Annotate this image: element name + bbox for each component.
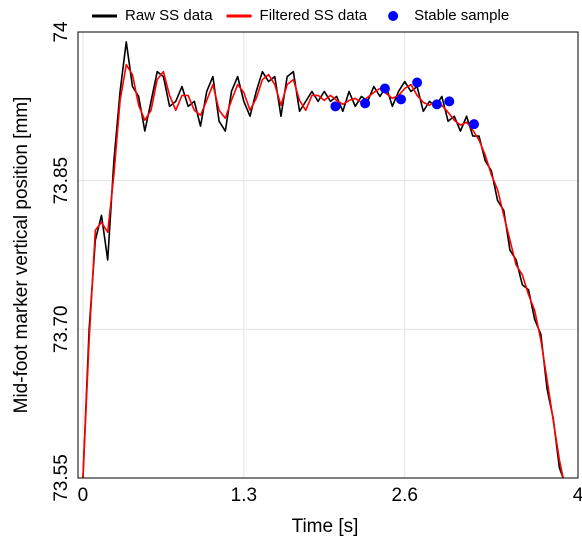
x-tick-label: 1.3 bbox=[231, 485, 257, 506]
series-line bbox=[82, 63, 564, 478]
y-axis-label: Mid-foot marker vertical position [mm] bbox=[11, 97, 32, 414]
stable-sample-point bbox=[431, 99, 442, 110]
legend-label: Filtered SS data bbox=[260, 7, 368, 24]
stable-sample-point bbox=[396, 94, 407, 105]
stable-sample-point bbox=[469, 119, 480, 130]
stable-sample-point bbox=[412, 77, 423, 88]
x-tick-label: 4 bbox=[573, 485, 582, 506]
y-tick-label: 74 bbox=[51, 21, 72, 43]
y-tick-label: 73.85 bbox=[51, 157, 72, 205]
y-tick-label: 73.55 bbox=[51, 454, 72, 502]
stable-sample-point bbox=[330, 101, 341, 112]
legend-marker bbox=[388, 11, 399, 21]
x-tick-label: 2.6 bbox=[392, 485, 418, 506]
plot-frame bbox=[77, 31, 579, 479]
stable-sample-point bbox=[360, 98, 371, 109]
plot-area bbox=[82, 41, 564, 478]
y-tick-label: 73.70 bbox=[51, 306, 72, 354]
legend-label: Stable sample bbox=[414, 7, 509, 24]
legend-label: Raw SS data bbox=[125, 7, 213, 24]
x-tick-label: 0 bbox=[78, 485, 89, 506]
series-line bbox=[82, 41, 564, 478]
stable-sample-point bbox=[444, 96, 455, 107]
x-axis-label: Time [s] bbox=[292, 516, 359, 537]
stable-sample-point bbox=[379, 83, 390, 94]
